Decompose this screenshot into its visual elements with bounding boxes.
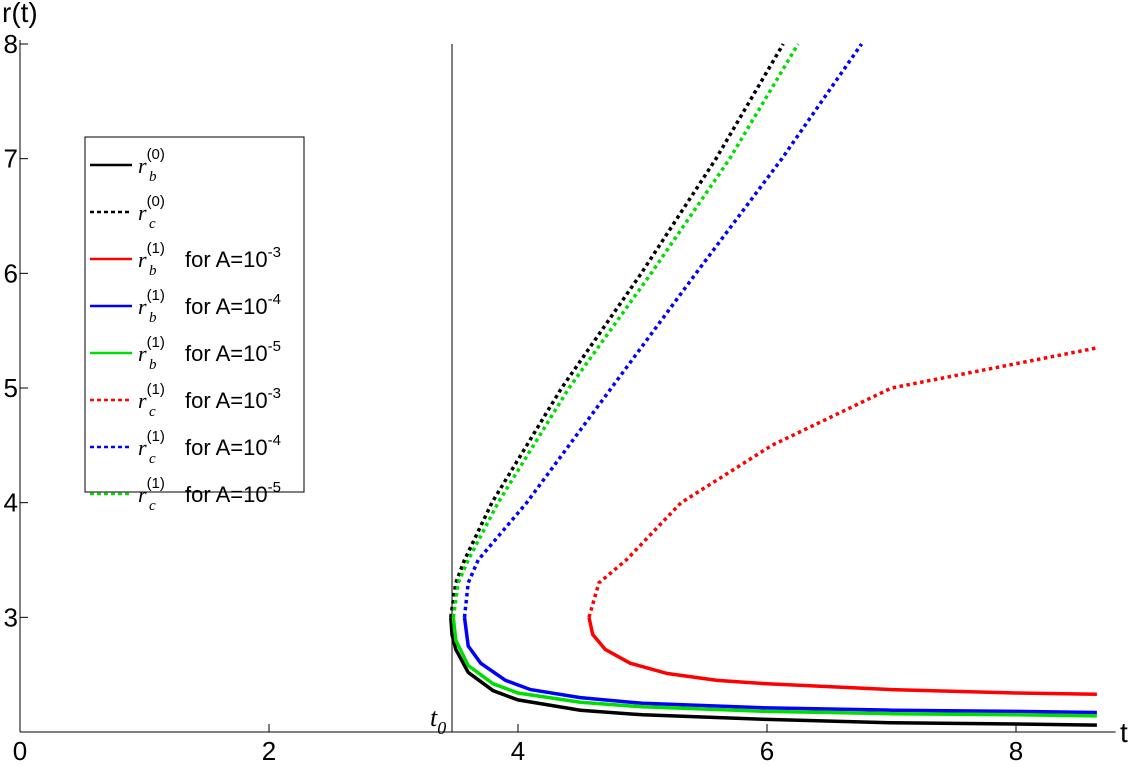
legend-name-sub: c	[149, 498, 156, 514]
legend-label: r(1) b for A=10-5	[138, 334, 281, 373]
legend-name-rest: for A=10	[185, 341, 268, 366]
legend-name-exp: -5	[268, 338, 281, 355]
legend-name: r	[138, 247, 147, 272]
legend-name-exp: -5	[268, 479, 281, 496]
series-line	[449, 617, 1097, 727]
legend-name-sup: (1)	[147, 287, 165, 304]
y-tick-label: 7	[4, 144, 18, 174]
legend-name: r	[138, 294, 147, 319]
legend-label: r(1) b for A=10-4	[138, 287, 281, 326]
marker-label-sub: 0	[437, 718, 446, 738]
y-tick-label: 4	[4, 488, 18, 518]
legend-name-sub: b	[149, 357, 157, 373]
legend-name-sup: (1)	[147, 475, 165, 492]
x-tick-label: 0	[13, 736, 27, 766]
legend-name-rest: for A=10	[185, 482, 268, 507]
legend-label: r(1) c for A=10-3	[138, 381, 281, 420]
legend-name-sup: (1)	[147, 381, 165, 398]
legend-name-sup: (1)	[147, 428, 165, 445]
y-tick-label: 5	[4, 373, 18, 403]
series-line	[449, 43, 785, 618]
legend-name-sub: b	[149, 169, 157, 185]
legend-name: r	[138, 200, 147, 225]
legend-name: r	[138, 341, 147, 366]
legend-label: r(1) c for A=10-5	[138, 475, 281, 514]
series-line	[451, 43, 800, 618]
series-line	[462, 617, 1097, 715]
legend-name: r	[138, 153, 147, 178]
series-line	[587, 346, 1098, 618]
legend-name-rest: for A=10	[185, 247, 268, 272]
series-line	[587, 616, 1097, 696]
marker-label-main: t	[430, 703, 438, 732]
y-tick-label: 3	[4, 602, 18, 632]
legend-name-rest: for A=10	[185, 388, 268, 413]
legend-name-sup: (0)	[147, 146, 165, 163]
legend-name-exp: -4	[268, 291, 281, 308]
legend-name-sub: c	[149, 216, 156, 232]
legend-name-sub: b	[149, 310, 157, 326]
legend-name: r	[138, 388, 147, 413]
legend-name-sub: b	[149, 263, 157, 279]
legend-label: r(1) b for A=10-3	[138, 240, 281, 279]
legend-name-sub: c	[149, 451, 156, 467]
legend-label: r(0) b	[138, 146, 165, 185]
legend-label: r(0) c	[138, 193, 165, 232]
legend-name-sub: c	[149, 404, 156, 420]
marker-label: t0	[430, 703, 446, 738]
legend-name-exp: -4	[268, 432, 281, 449]
legend-box	[84, 136, 305, 493]
y-tick-label: 6	[4, 258, 18, 288]
x-tick-label: 4	[511, 736, 525, 766]
y-tick-label: 8	[4, 29, 18, 59]
x-tick-label: 8	[1009, 736, 1023, 766]
legend-name: r	[138, 482, 147, 507]
legend-name-sup: (1)	[147, 240, 165, 257]
x-axis-label: t	[1120, 717, 1128, 748]
series-line	[462, 43, 864, 618]
legend-name-rest: for A=10	[185, 435, 268, 460]
legend-name-exp: -3	[268, 385, 281, 402]
x-tick-label: 2	[262, 736, 276, 766]
legend-name-rest: for A=10	[185, 294, 268, 319]
legend-name-sup: (0)	[147, 193, 165, 210]
series-line	[451, 617, 1097, 718]
y-axis-label: r(t)	[2, 0, 38, 28]
legend-label: r(1) c for A=10-4	[138, 428, 281, 467]
legend-name: r	[138, 435, 147, 460]
legend-name-sup: (1)	[147, 334, 165, 351]
x-tick-label: 6	[760, 736, 774, 766]
legend-name-exp: -3	[268, 244, 281, 261]
